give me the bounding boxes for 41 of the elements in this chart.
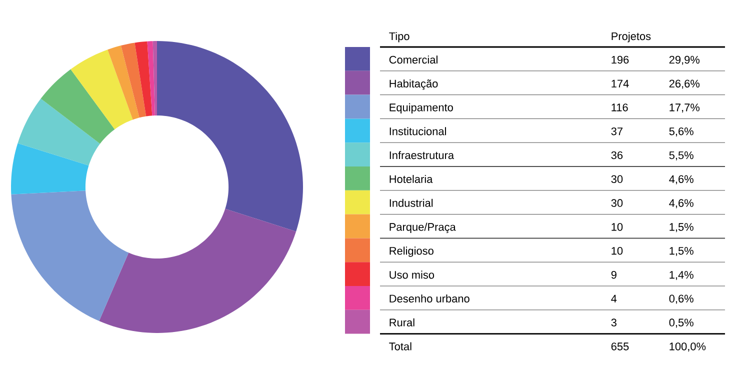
- data-label: 30: [611, 199, 623, 207]
- text: 1,5%: [670, 223, 694, 232]
- text: 5,6%: [669, 127, 694, 137]
- data-label: 4: [611, 294, 617, 302]
- legend-label: Parque/Praça: [390, 222, 456, 234]
- data-label: 30: [611, 175, 623, 184]
- data-label: 3: [611, 318, 616, 326]
- data-label: 116: [612, 104, 628, 112]
- text: Projetos: [612, 32, 651, 42]
- text: 5,5%: [669, 151, 694, 160]
- text: 29,9%: [669, 56, 700, 65]
- legend-label: Religioso: [390, 246, 434, 257]
- legend-label: Comercial: [389, 56, 438, 64]
- legend-label: Institucional: [390, 127, 446, 136]
- text: 655: [611, 342, 629, 350]
- text: 100,0%: [670, 342, 706, 352]
- legend-label: Rural: [390, 318, 414, 326]
- legend-label: Industrial: [390, 198, 433, 207]
- legend-label: Uso miso: [390, 270, 434, 279]
- data-label: 10: [612, 246, 623, 255]
- data-label: 36: [611, 151, 623, 160]
- legend-label: Infraestrutura: [390, 151, 454, 160]
- data-label: 174: [612, 80, 629, 88]
- legend-label: Desenho urbano: [390, 294, 470, 303]
- legend-label: Hotelaria: [390, 174, 433, 184]
- text: 1,5%: [670, 247, 694, 256]
- data-label: 37: [611, 127, 622, 136]
- text: 4,6%: [669, 175, 694, 184]
- text: 1,4%: [670, 271, 694, 280]
- text: 26,6%: [669, 80, 700, 89]
- legend-label: Habitação: [390, 79, 438, 90]
- legend-label: Equipamento: [390, 103, 453, 114]
- text: Total: [389, 342, 412, 350]
- legend-title: Tipo: [389, 32, 410, 42]
- text: 4,6%: [669, 199, 694, 208]
- data-label: 9: [611, 270, 616, 279]
- text: 0,6%: [669, 294, 694, 304]
- data-label: 10: [612, 223, 623, 231]
- text: 17,7%: [670, 104, 700, 113]
- data-label: 196: [612, 56, 629, 64]
- text: 0,5%: [669, 318, 694, 328]
